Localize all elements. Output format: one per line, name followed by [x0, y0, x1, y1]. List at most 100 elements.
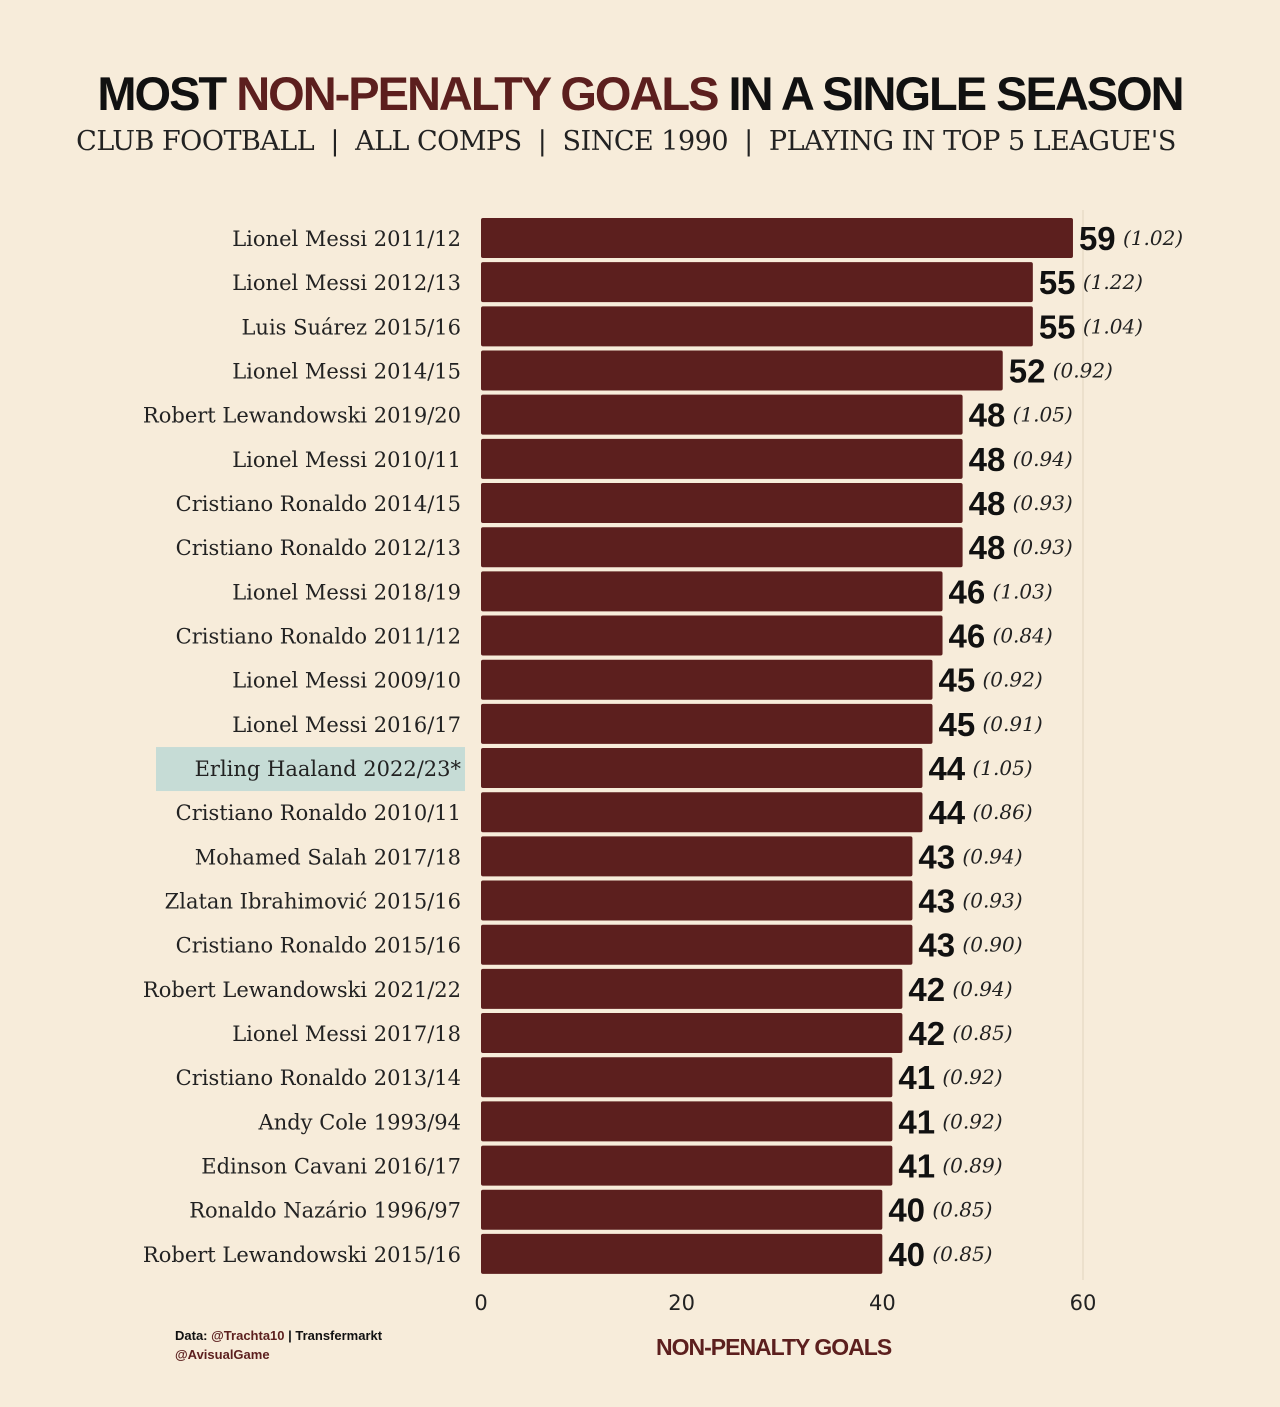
per-game-label: (0.94) — [952, 977, 1012, 1001]
bar — [481, 571, 943, 612]
source-handle: @Trachta10 — [211, 1328, 285, 1343]
bar — [481, 924, 913, 965]
bar — [481, 792, 923, 833]
per-game-label: (0.86) — [972, 800, 1032, 824]
category-label: Andy Cole 1993/94 — [258, 1110, 461, 1134]
bar — [481, 968, 903, 1009]
value-label: 44 — [928, 750, 965, 787]
value-label: 42 — [908, 971, 945, 1008]
bar — [481, 615, 943, 656]
category-label: Cristiano Ronaldo 2012/13 — [176, 536, 461, 560]
bar — [481, 1101, 893, 1142]
category-label: Robert Lewandowski 2019/20 — [143, 404, 461, 428]
value-label: 48 — [969, 529, 1006, 566]
value-label: 48 — [969, 441, 1006, 478]
title-part1: MOST — [97, 67, 237, 120]
category-label: Lionel Messi 2016/17 — [232, 713, 461, 737]
category-label: Lionel Messi 2009/10 — [232, 669, 461, 693]
category-label: Cristiano Ronaldo 2011/12 — [176, 625, 461, 649]
category-label: Lionel Messi 2012/13 — [232, 271, 461, 295]
value-label: 44 — [928, 794, 965, 831]
category-label: Luis Suárez 2015/16 — [241, 315, 461, 339]
per-game-label: (0.93) — [1013, 535, 1073, 559]
bar — [481, 394, 963, 435]
x-tick-label: 0 — [474, 1291, 487, 1315]
category-label: Lionel Messi 2017/18 — [232, 1022, 461, 1046]
value-label: 46 — [949, 573, 986, 610]
per-game-label: (0.90) — [962, 933, 1022, 957]
category-label: Cristiano Ronaldo 2010/11 — [176, 801, 461, 825]
bar — [481, 836, 913, 877]
per-game-label: (0.92) — [1053, 359, 1113, 383]
per-game-label: (1.05) — [972, 756, 1032, 780]
per-game-label: (1.03) — [993, 579, 1053, 603]
bar — [481, 438, 963, 479]
category-label: Lionel Messi 2011/12 — [232, 227, 461, 251]
bar — [481, 659, 933, 700]
bar — [481, 1057, 893, 1098]
value-label: 40 — [888, 1236, 925, 1273]
title-part2: IN A SINGLE SEASON — [717, 67, 1185, 120]
value-label: 59 — [1079, 220, 1116, 257]
bar — [481, 880, 913, 921]
value-label: 46 — [949, 618, 986, 655]
chart-title: MOST NON-PENALTY GOALS IN A SINGLE SEASO… — [0, 66, 1280, 121]
x-tick-label: 40 — [869, 1291, 896, 1315]
per-game-label: (0.85) — [952, 1021, 1012, 1045]
category-label: Zlatan Ibrahimović 2015/16 — [165, 890, 461, 914]
category-label: Cristiano Ronaldo 2013/14 — [176, 1066, 461, 1090]
value-label: 41 — [898, 1059, 935, 1096]
value-label: 48 — [969, 397, 1006, 434]
per-game-label: (0.85) — [932, 1242, 992, 1266]
x-axis-label: NON-PENALTY GOALS — [656, 1334, 892, 1360]
data-prefix: Data: — [175, 1328, 212, 1343]
value-label: 42 — [908, 1015, 945, 1052]
bar — [481, 748, 923, 789]
category-label: Mohamed Salah 2017/18 — [195, 845, 461, 869]
footer-credits: Data: @Trachta10 | Transfermarkt @Avisua… — [175, 1326, 382, 1364]
per-game-label: (0.94) — [1013, 447, 1073, 471]
title-highlight: NON-PENALTY GOALS — [236, 67, 719, 120]
category-label: Edinson Cavani 2016/17 — [201, 1155, 461, 1179]
per-game-label: (1.22) — [1083, 270, 1143, 294]
per-game-label: (1.04) — [1083, 314, 1143, 338]
bar — [481, 483, 963, 524]
per-game-label: (0.93) — [962, 889, 1022, 913]
value-label: 43 — [918, 838, 955, 875]
category-label: Lionel Messi 2014/15 — [232, 360, 461, 384]
bar — [481, 1189, 883, 1230]
per-game-label: (0.93) — [1013, 491, 1073, 515]
per-game-label: (0.94) — [962, 844, 1022, 868]
category-label: Cristiano Ronaldo 2014/15 — [176, 492, 461, 516]
value-label: 52 — [1009, 353, 1046, 390]
category-label: Ronaldo Nazário 1996/97 — [189, 1199, 461, 1223]
bar — [481, 350, 1003, 391]
per-game-label: (0.91) — [983, 712, 1043, 736]
per-game-label: (0.92) — [942, 1065, 1002, 1089]
value-label: 41 — [898, 1148, 935, 1185]
bar — [481, 1233, 883, 1274]
highlight-label-bg — [156, 747, 465, 792]
chart-subtitle: CLUB FOOTBALL | ALL COMPS | SINCE 1990 |… — [76, 126, 1176, 157]
category-label: Cristiano Ronaldo 2015/16 — [176, 934, 461, 958]
category-label: Erling Haaland 2022/23* — [195, 757, 462, 781]
bar — [481, 262, 1033, 303]
category-label: Lionel Messi 2010/11 — [232, 448, 461, 472]
category-label: Lionel Messi 2018/19 — [232, 580, 461, 604]
per-game-label: (0.92) — [983, 668, 1043, 692]
bar — [481, 218, 1073, 258]
value-label: 48 — [969, 485, 1006, 522]
per-game-label: (0.84) — [993, 624, 1053, 648]
value-label: 55 — [1039, 264, 1076, 301]
bar — [481, 306, 1033, 347]
value-label: 45 — [939, 706, 976, 743]
value-label: 40 — [888, 1192, 925, 1229]
source-transfermarkt: | Transfermarkt — [284, 1328, 383, 1343]
value-label: 41 — [898, 1103, 935, 1140]
author-handle: @AvisualGame — [175, 1347, 270, 1362]
bar — [481, 703, 933, 744]
per-game-label: (0.89) — [942, 1154, 1002, 1178]
value-label: 43 — [918, 883, 955, 920]
per-game-label: (1.02) — [1123, 226, 1183, 250]
